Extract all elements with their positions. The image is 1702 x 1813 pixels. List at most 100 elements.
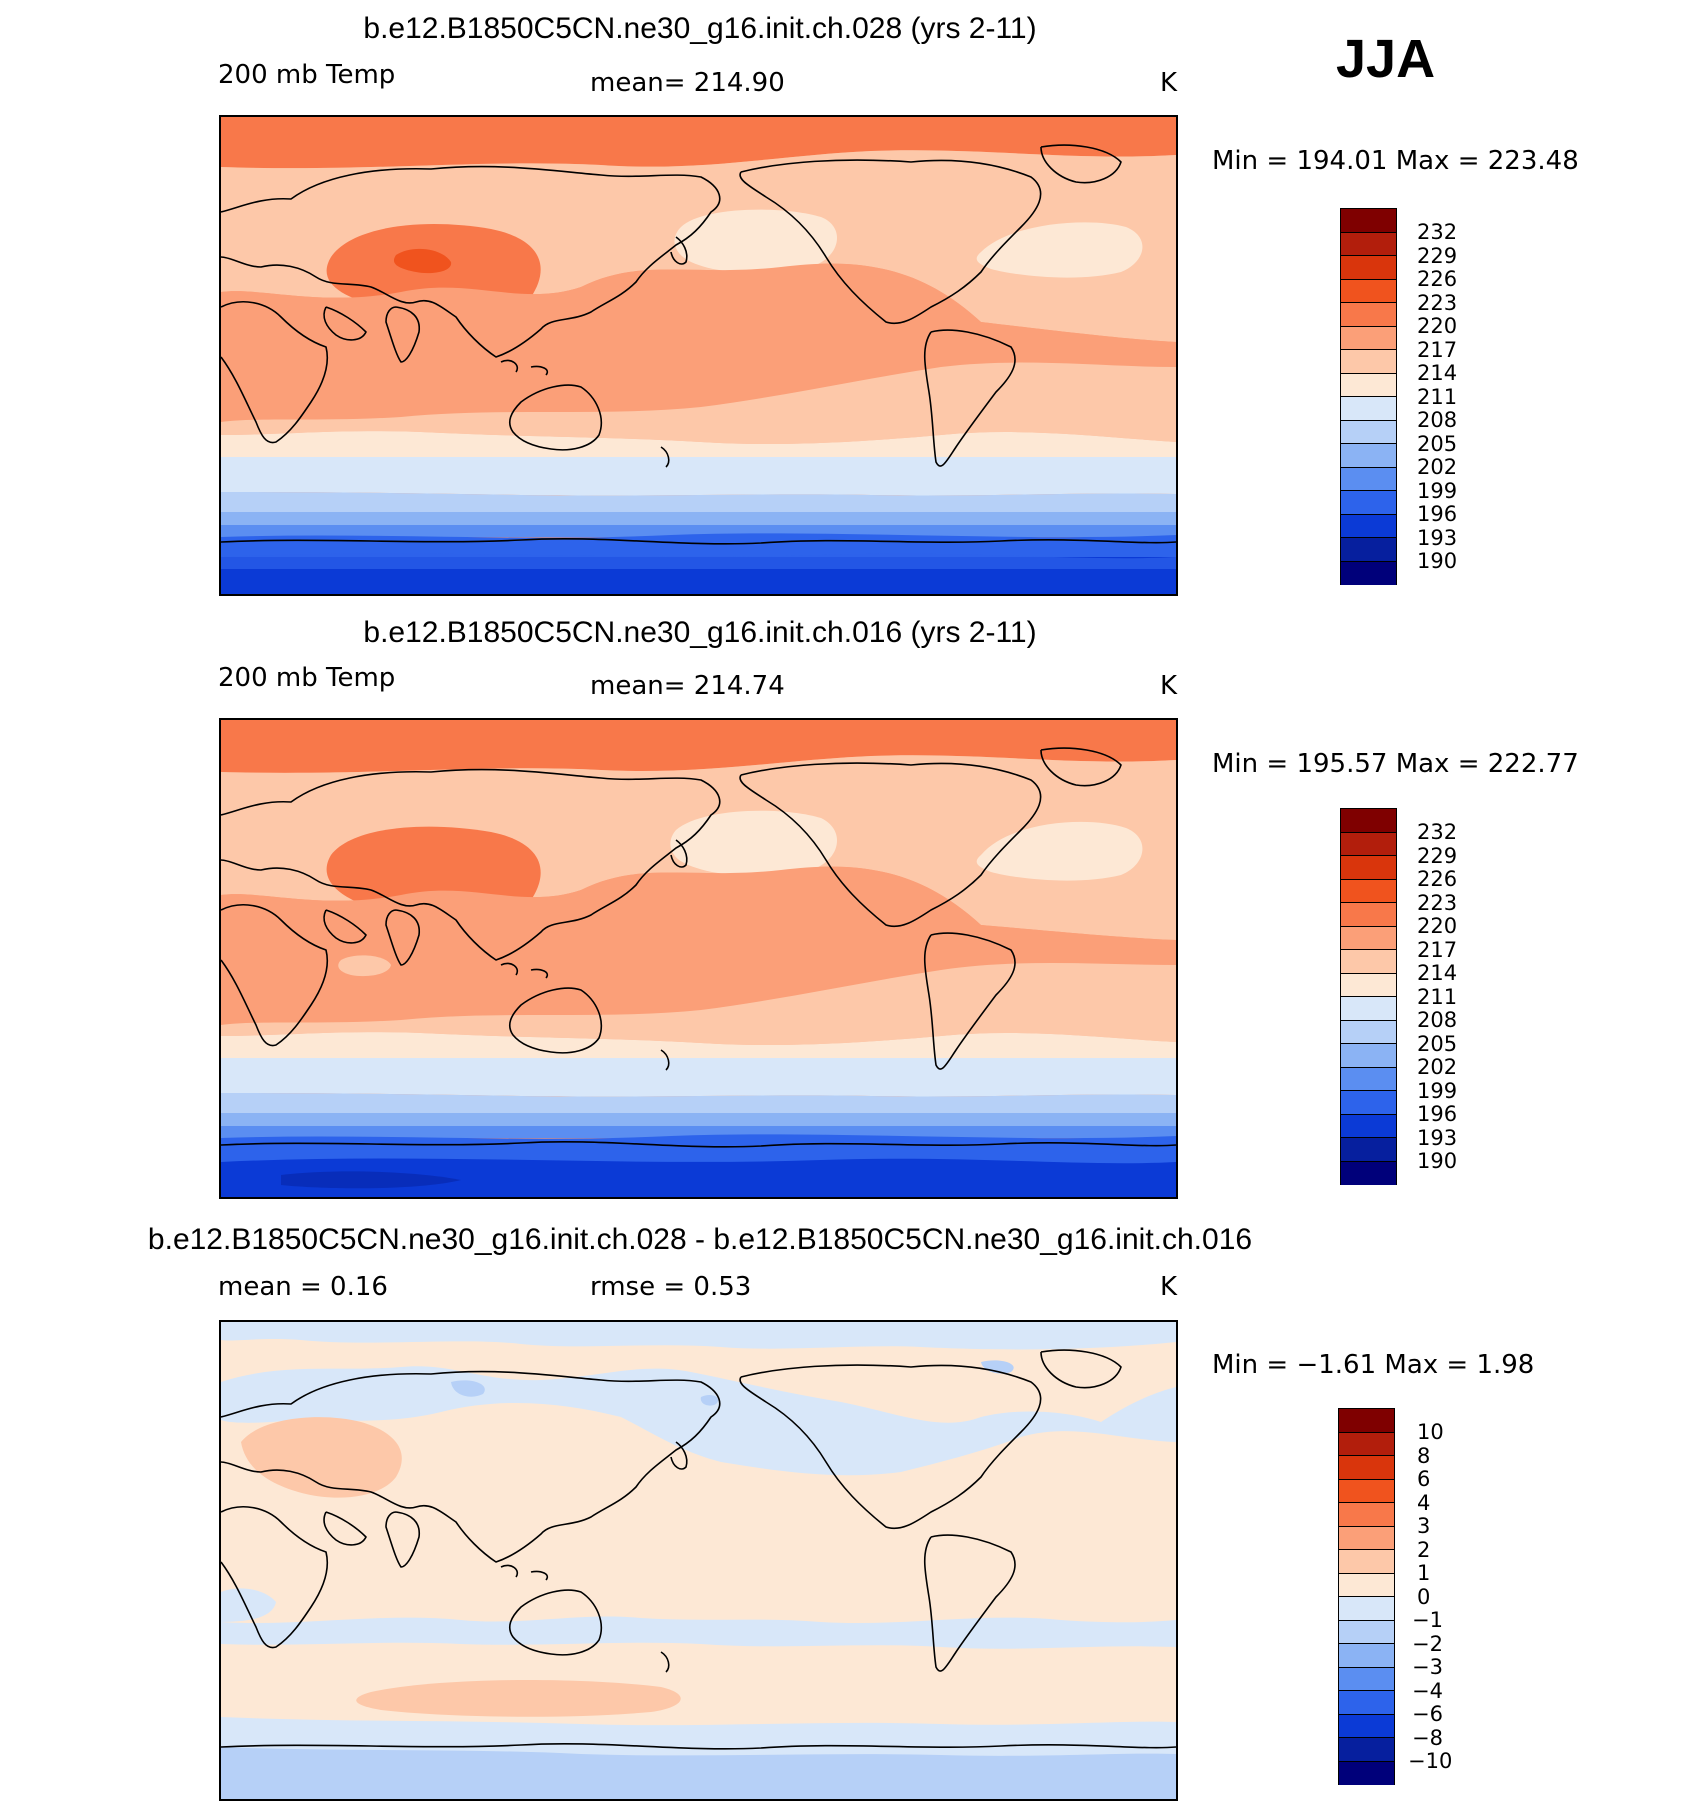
colorbar-tick-label: 217: [1417, 938, 1458, 962]
colorbar-tick-label: 223: [1417, 291, 1458, 315]
colorbar-bin: [1339, 1597, 1394, 1621]
colorbar-tick-label: 229: [1417, 244, 1458, 268]
colorbar-bin: [1339, 1738, 1394, 1762]
colorbar-bin: [1339, 1503, 1394, 1527]
panel2-title: b.e12.B1850C5CN.ne30_g16.init.ch.016 (yr…: [363, 616, 1037, 649]
colorbar-bin: [1341, 1044, 1396, 1068]
colorbar-bin: [1339, 1620, 1394, 1644]
colorbar-bin: [1341, 879, 1396, 903]
panel3-mean-label: mean = 0.16: [218, 1272, 388, 1302]
panel2-map: [219, 718, 1178, 1199]
colorbar-tick-label: 220: [1417, 314, 1458, 338]
colorbar-bin: [1339, 1456, 1394, 1480]
colorbar-bin: [1341, 397, 1396, 421]
colorbar-bin: [1341, 1020, 1396, 1044]
colorbar-tick-label: 223: [1417, 891, 1458, 915]
colorbar-tick-label: 226: [1417, 267, 1458, 291]
colorbar-tick-label: 202: [1417, 1055, 1458, 1079]
panel3-colorbar: [1338, 1408, 1395, 1785]
colorbar-tick-label: −3: [1412, 1655, 1443, 1679]
colorbar-tick-label: −8: [1412, 1726, 1443, 1750]
colorbar-tick-label: 232: [1417, 820, 1458, 844]
colorbar-tick-label: 205: [1417, 432, 1458, 456]
colorbar-bin: [1339, 1761, 1394, 1785]
colorbar-tick-label: 217: [1417, 338, 1458, 362]
colorbar-tick-label: 1: [1417, 1561, 1431, 1585]
colorbar-tick-label: 10: [1417, 1420, 1444, 1444]
colorbar-tick-label: 211: [1417, 985, 1458, 1009]
colorbar-tick-label: 0: [1417, 1585, 1431, 1609]
colorbar-tick-label: 6: [1417, 1467, 1431, 1491]
colorbar-bin: [1341, 973, 1396, 997]
colorbar-bin: [1341, 809, 1396, 833]
colorbar-bin: [1339, 1691, 1394, 1715]
panel2-colorbar: [1340, 808, 1397, 1185]
panel1-mean-label: mean= 214.90: [590, 68, 785, 98]
panel1-units: K: [1160, 68, 1178, 98]
colorbar-tick-label: 220: [1417, 914, 1458, 938]
colorbar-bin: [1341, 856, 1396, 880]
panel3-map: [219, 1320, 1178, 1801]
colorbar-bin: [1339, 1409, 1394, 1433]
colorbar-tick-label: −10: [1408, 1749, 1453, 1773]
colorbar-bin: [1341, 256, 1396, 280]
colorbar-tick-label: −1: [1412, 1608, 1443, 1632]
panel1-map: [219, 115, 1178, 596]
colorbar-bin: [1339, 1714, 1394, 1738]
colorbar-tick-label: 226: [1417, 867, 1458, 891]
panel1-colorbar: [1340, 208, 1397, 585]
panel2-units: K: [1160, 671, 1178, 701]
colorbar-tick-label: 199: [1417, 1079, 1458, 1103]
colorbar-bin: [1339, 1432, 1394, 1456]
panel2-minmax: Min = 195.57 Max = 222.77: [1212, 749, 1579, 779]
colorbar-bin: [1341, 303, 1396, 327]
colorbar-tick-label: 196: [1417, 1102, 1458, 1126]
colorbar-bin: [1341, 373, 1396, 397]
panel3-rmse-label: rmse = 0.53: [590, 1272, 752, 1302]
colorbar-bin: [1341, 279, 1396, 303]
colorbar-tick-label: −6: [1412, 1702, 1443, 1726]
colorbar-tick-label: 190: [1417, 1149, 1458, 1173]
colorbar-bin: [1341, 950, 1396, 974]
colorbar-bin: [1341, 514, 1396, 538]
panel1-title: b.e12.B1850C5CN.ne30_g16.init.ch.028 (yr…: [363, 12, 1037, 45]
colorbar-tick-label: 3: [1417, 1514, 1431, 1538]
colorbar-tick-label: 232: [1417, 220, 1458, 244]
colorbar-bin: [1341, 209, 1396, 233]
colorbar-tick-label: 2: [1417, 1538, 1431, 1562]
colorbar-bin: [1341, 444, 1396, 468]
colorbar-tick-label: 208: [1417, 1008, 1458, 1032]
colorbar-bin: [1341, 1138, 1396, 1162]
panel3-title: b.e12.B1850C5CN.ne30_g16.init.ch.028 - b…: [147, 1223, 1253, 1256]
colorbar-tick-label: 190: [1417, 549, 1458, 573]
colorbar-bin: [1341, 350, 1396, 374]
panel1-variable-label: 200 mb Temp: [218, 60, 396, 90]
colorbar-tick-label: 196: [1417, 502, 1458, 526]
colorbar-tick-label: 205: [1417, 1032, 1458, 1056]
colorbar-tick-label: 208: [1417, 408, 1458, 432]
colorbar-tick-label: 4: [1417, 1491, 1431, 1515]
colorbar-bin: [1341, 926, 1396, 950]
colorbar-tick-label: 8: [1417, 1444, 1431, 1468]
colorbar-bin: [1341, 1161, 1396, 1185]
colorbar-bin: [1341, 997, 1396, 1021]
colorbar-tick-label: 229: [1417, 844, 1458, 868]
colorbar-bin: [1339, 1526, 1394, 1550]
colorbar-bin: [1339, 1550, 1394, 1574]
colorbar-tick-label: 199: [1417, 479, 1458, 503]
colorbar-tick-label: 193: [1417, 1126, 1458, 1150]
colorbar-bin: [1341, 903, 1396, 927]
colorbar-tick-label: 193: [1417, 526, 1458, 550]
colorbar-bin: [1341, 1067, 1396, 1091]
colorbar-tick-label: 214: [1417, 961, 1458, 985]
colorbar-bin: [1339, 1573, 1394, 1597]
season-label: JJA: [1336, 29, 1436, 89]
colorbar-tick-label: 214: [1417, 361, 1458, 385]
colorbar-bin: [1341, 538, 1396, 562]
colorbar-bin: [1341, 491, 1396, 515]
colorbar-bin: [1339, 1667, 1394, 1691]
colorbar-bin: [1339, 1644, 1394, 1668]
colorbar-tick-label: 202: [1417, 455, 1458, 479]
colorbar-bin: [1341, 1114, 1396, 1138]
colorbar-bin: [1341, 1091, 1396, 1115]
